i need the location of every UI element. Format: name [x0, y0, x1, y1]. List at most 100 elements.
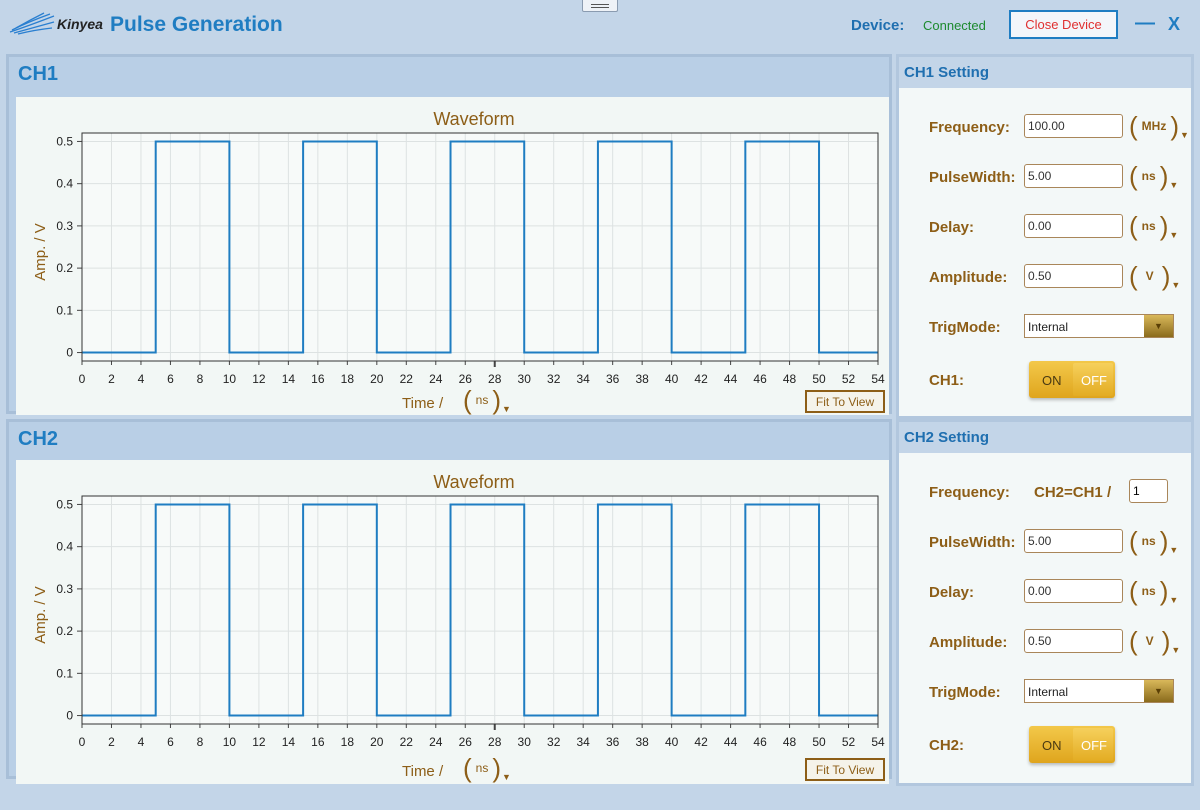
ch2-amplitude-unit: V	[1145, 634, 1154, 648]
pulsewidth-label: PulseWidth:	[929, 169, 1016, 186]
ch1-setting-panel: CH1 Setting Frequency: (MHz)▼ PulseWidth…	[896, 54, 1194, 419]
x-tick-label: 24	[429, 372, 443, 386]
ch2-delay-input[interactable]	[1024, 579, 1123, 603]
ch1-amplitude-unit-selector[interactable]: (V) ▼	[1129, 262, 1180, 290]
open-paren: (	[1129, 626, 1138, 656]
ch2-title: CH2	[18, 428, 59, 450]
ch1-time-unit-selector[interactable]: ( ns ) ▼	[463, 386, 511, 414]
close-paren: )	[1159, 211, 1169, 241]
app-title: Pulse Generation	[110, 13, 283, 36]
minimize-button[interactable]: —	[1135, 12, 1155, 34]
chevron-down-icon: ▼	[1180, 130, 1189, 140]
x-tick-label: 26	[459, 735, 473, 749]
ch2-time-unit-selector[interactable]: ( ns ) ▼	[463, 754, 511, 782]
plot-frame	[81, 495, 879, 725]
x-tick-label: 36	[606, 372, 620, 386]
x-tick-label: 30	[518, 735, 532, 749]
ch2-frequency-ratio-input[interactable]	[1129, 479, 1168, 503]
ch2-enable-label: CH2:	[929, 737, 965, 754]
ch2-amplitude-unit-selector[interactable]: (V) ▼	[1129, 627, 1180, 655]
chevron-down-icon: ▼	[1169, 545, 1179, 555]
x-tick-label: 20	[370, 735, 384, 749]
x-tick-label: 54	[871, 735, 885, 749]
x-tick-label: 22	[400, 372, 414, 386]
ch1-frequency-input[interactable]	[1024, 114, 1123, 138]
y-tick-label: 0.2	[56, 261, 73, 275]
close-device-button[interactable]: Close Device	[1009, 10, 1118, 39]
y-tick-label: 0.4	[56, 177, 73, 191]
x-tick-label: 10	[223, 735, 237, 749]
dropdown-arrow-icon: ▼	[1144, 680, 1173, 702]
x-tick-label: 8	[197, 372, 204, 386]
ch1-frequency-unit-selector[interactable]: (MHz) ▼	[1129, 112, 1189, 140]
ch1-trigmode-select[interactable]: Internal ▼	[1024, 314, 1174, 338]
window-grip-handle[interactable]	[582, 0, 618, 12]
ch1-frequency-unit: MHz	[1141, 119, 1167, 133]
open-paren: (	[1129, 261, 1138, 291]
x-tick-label: 24	[429, 735, 443, 749]
delay-label: Delay:	[929, 584, 975, 601]
x-tick-label: 18	[341, 372, 355, 386]
x-tick-label: 12	[252, 735, 266, 749]
x-tick-label: 42	[694, 735, 708, 749]
ch2-fit-to-view-button[interactable]: Fit To View	[805, 758, 885, 781]
x-tick-label: 36	[606, 735, 620, 749]
open-paren: (	[1129, 111, 1138, 141]
brand-name: Kinyea	[57, 16, 103, 32]
plot-background	[82, 133, 878, 361]
ch2-ratio-label: CH2=CH1 /	[1034, 484, 1112, 501]
waveform-series-line	[82, 140, 878, 354]
x-tick-label: 40	[665, 372, 679, 386]
x-tick-label: 52	[842, 735, 856, 749]
dropdown-arrow-icon: ▼	[1144, 315, 1173, 337]
x-tick-label: 2	[108, 735, 115, 749]
waveform-series-line	[82, 503, 878, 717]
ch1-title: CH1	[18, 63, 59, 85]
x-tick-label: 0	[79, 372, 86, 386]
ch2-trigmode-select[interactable]: Internal ▼	[1024, 679, 1174, 703]
delay-label: Delay:	[929, 219, 975, 236]
ch2-delay-unit-selector[interactable]: (ns) ▼	[1129, 577, 1178, 605]
trigmode-label: TrigMode:	[929, 319, 1001, 336]
ch2-on-off-toggle[interactable]: ON OFF	[1029, 726, 1115, 763]
chevron-down-icon: ▼	[502, 404, 511, 414]
ch1-on-off-toggle[interactable]: ON OFF	[1029, 361, 1115, 398]
ch2-pulsewidth-unit-selector[interactable]: (ns) ▼	[1129, 527, 1178, 555]
ch1-plot-area: Waveform Amp. / V 0 0.1 0.2 0.3 0.4 0.5 0 2 4 6 8 10 1…	[16, 97, 889, 415]
ch2-amplitude-input[interactable]	[1024, 629, 1123, 653]
ch1-fit-to-view-button[interactable]: Fit To View	[805, 390, 885, 413]
x-tick-label: 34	[577, 372, 591, 386]
ch2-pulsewidth-input[interactable]	[1024, 529, 1123, 553]
close-paren: )	[1161, 261, 1171, 291]
x-tick-label: 48	[783, 372, 797, 386]
ch1-pulsewidth-unit-selector[interactable]: (ns) ▼	[1129, 162, 1178, 190]
device-status: Connected	[923, 18, 986, 33]
chevron-down-icon: ▼	[1169, 595, 1179, 605]
ch1-amplitude-input[interactable]	[1024, 264, 1123, 288]
close-window-button[interactable]: X	[1168, 14, 1181, 34]
ch2-panel: CH2 Waveform Amp. / V 0 0.1 0.2 0.3 0.4 0.5 0 2 4 6…	[6, 419, 892, 784]
x-tick-label: 26	[459, 372, 473, 386]
ch1-pulsewidth-input[interactable]	[1024, 164, 1123, 188]
ch1-delay-input[interactable]	[1024, 214, 1123, 238]
y-tick-label: 0.5	[56, 134, 73, 148]
toggle-off-label: OFF	[1081, 738, 1107, 753]
ch1-amplitude-unit: V	[1145, 269, 1154, 283]
close-paren: )	[492, 385, 502, 415]
ch2-pulsewidth-unit: ns	[1141, 534, 1156, 548]
close-paren: )	[1159, 576, 1169, 606]
y-tick-label: 0.2	[56, 624, 73, 638]
x-tick-label: 6	[167, 372, 174, 386]
x-tick-label: 46	[753, 372, 767, 386]
x-tick-label: 8	[197, 735, 204, 749]
ch1-pulsewidth-unit: ns	[1141, 169, 1156, 183]
x-tick-label: 12	[252, 372, 266, 386]
close-paren: )	[492, 753, 502, 783]
x-tick-label: 10	[223, 372, 237, 386]
y-tick-label: 0.1	[56, 666, 73, 680]
x-tick-label: 28	[488, 372, 502, 386]
ch1-delay-unit-selector[interactable]: (ns) ▼	[1129, 212, 1178, 240]
plot-background	[82, 496, 878, 724]
